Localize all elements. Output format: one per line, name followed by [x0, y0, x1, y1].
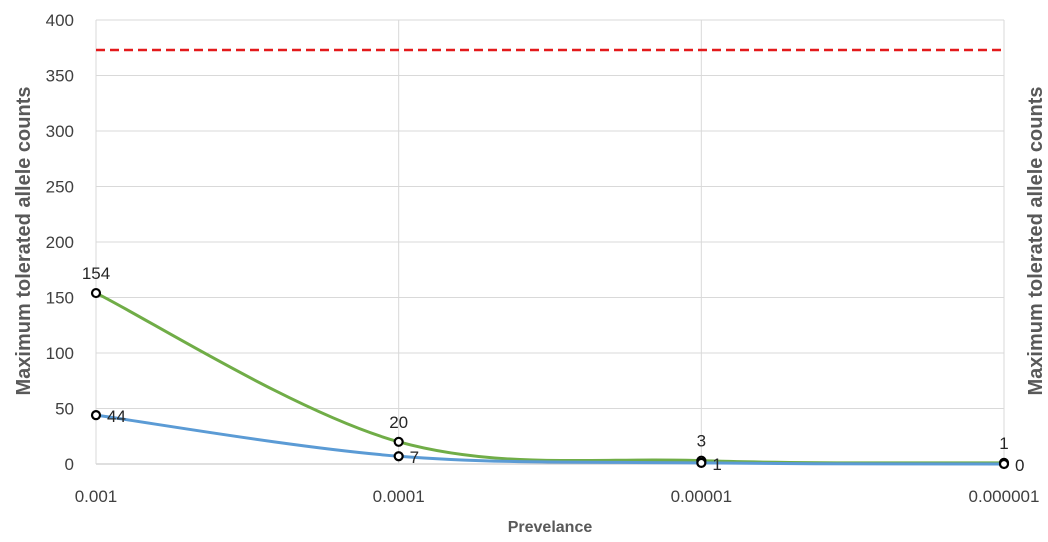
x-tick-label: 0.001 [75, 487, 118, 506]
data-label: 0 [1015, 456, 1024, 475]
data-label: 7 [410, 448, 419, 467]
y-tick-label: 150 [46, 289, 74, 308]
grid-lines [95, 19, 1005, 465]
y-axis-title-left: Maximum tolerated allele counts [13, 87, 35, 396]
y-tick-label: 250 [46, 178, 74, 197]
data-label: 154 [82, 264, 110, 283]
y-tick-label: 0 [65, 455, 74, 474]
x-tick-label: 0.00001 [671, 487, 732, 506]
data-point [90, 287, 102, 299]
y-tick-label: 400 [46, 11, 74, 30]
x-tick-labels: 0.001 0.0001 0.00001 0.000001 [75, 487, 1040, 506]
data-label: 3 [697, 432, 706, 451]
x-axis-title: Prevelance [508, 519, 593, 536]
y-tick-label: 200 [46, 233, 74, 252]
x-tick-label: 0.000001 [969, 487, 1040, 506]
series-lines [94, 291, 1006, 466]
data-point [90, 410, 102, 421]
data-label: 44 [107, 407, 126, 426]
series-points [90, 287, 1010, 470]
series-line [94, 291, 1006, 465]
data-point [393, 436, 404, 447]
data-label: 1 [712, 455, 721, 474]
data-point [393, 451, 404, 462]
x-tick-label: 0.0001 [373, 487, 425, 506]
data-label: 1 [999, 434, 1008, 453]
y-tick-label: 100 [46, 344, 74, 363]
data-point [696, 457, 707, 468]
series-line [94, 413, 1006, 466]
y-tick-label: 300 [46, 122, 74, 141]
data-label: 20 [389, 413, 408, 432]
y-axis-title-right: Maximum tolerated allele counts [1025, 87, 1047, 396]
y-tick-label: 350 [46, 67, 74, 86]
data-point [998, 458, 1010, 470]
y-tick-labels: 0 50 100 150 200 250 300 350 400 [46, 11, 74, 474]
y-tick-label: 50 [55, 400, 74, 419]
